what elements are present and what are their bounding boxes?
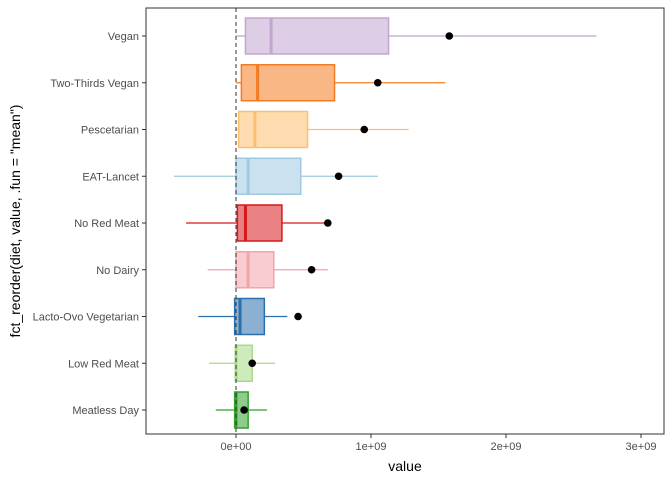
y-axis: Vegan Two-Thirds Vegan Pescetarian EAT-Lanc… — [33, 31, 146, 417]
mean-point-layer — [240, 32, 454, 414]
mean-point — [360, 125, 369, 134]
mean-point — [248, 359, 256, 368]
mean-point — [334, 172, 343, 181]
box-two-thirds-vegan — [236, 64, 446, 102]
y-tick-label: Pescetarian — [81, 125, 139, 137]
x-tick-label: 3e+09 — [626, 441, 657, 453]
mean-point — [294, 312, 302, 321]
y-tick-label: Lacto-Ovo Vegetarian — [33, 312, 139, 324]
y-tick-label: Meatless Day — [72, 405, 139, 417]
x-tick-label: 1e+09 — [356, 441, 387, 453]
y-tick-label: Low Red Meat — [68, 358, 139, 370]
box-body — [237, 110, 309, 149]
mean-point — [445, 32, 454, 40]
mean-point — [240, 406, 248, 414]
box-no-red-meat — [186, 204, 328, 242]
box-layer — [173, 17, 597, 429]
x-axis-title: value — [388, 458, 422, 474]
y-tick-label: EAT-Lancet — [82, 171, 139, 183]
box-body — [244, 17, 390, 55]
box-body — [240, 64, 336, 102]
mean-point — [373, 78, 382, 87]
box-body — [235, 157, 302, 195]
box-vegan — [236, 17, 597, 55]
y-tick-label: No Red Meat — [74, 218, 139, 230]
box-body — [235, 251, 275, 289]
mean-point — [324, 219, 332, 227]
x-axis: 0e+00 1e+09 2e+09 3e+09 — [221, 434, 657, 453]
box-lacto-ovo-vegetarian — [198, 297, 288, 336]
y-tick-label: No Dairy — [96, 265, 139, 277]
mean-point — [307, 265, 316, 274]
x-tick-label: 2e+09 — [491, 441, 522, 453]
y-tick-label: Vegan — [108, 31, 139, 43]
y-tick-label: Two-Thirds Vegan — [50, 78, 139, 90]
y-axis-title: fct_reorder(diet, value, .fun = "mean") — [7, 105, 23, 338]
box-pescetarian — [236, 110, 409, 149]
box-eat-lancet — [173, 157, 378, 195]
plot-panel-background — [145, 7, 665, 435]
x-tick-label: 0e+00 — [221, 441, 252, 453]
box-no-dairy — [207, 251, 328, 289]
